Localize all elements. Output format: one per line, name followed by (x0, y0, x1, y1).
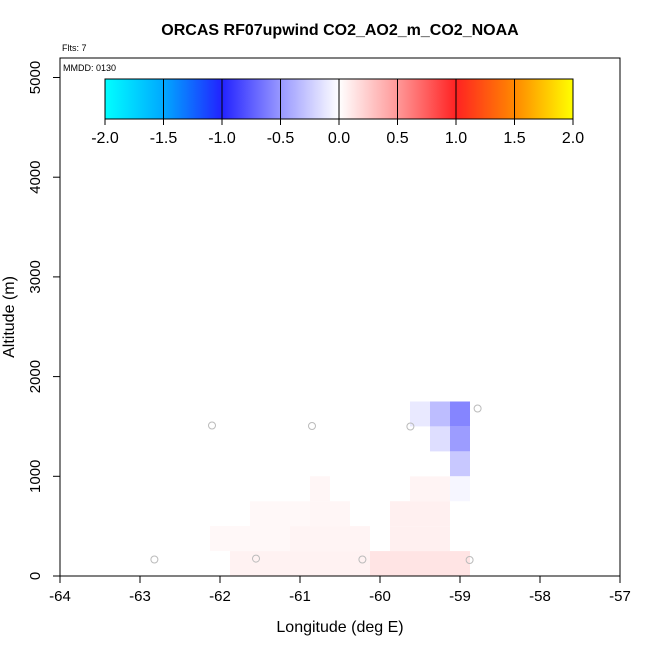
y-tick-label: 4000 (27, 161, 44, 194)
heatmap-cell (310, 476, 330, 502)
sample-point (150, 555, 159, 564)
y-axis: 0 1000 2000 3000 4000 5000 (27, 61, 60, 580)
flights-count-label: Flts: 7 (62, 43, 87, 53)
x-tick-label: -57 (609, 588, 631, 605)
heatmap-cells (210, 401, 470, 576)
heatmap-cell (330, 501, 350, 527)
sample-points (150, 404, 482, 564)
heatmap-cell (270, 551, 290, 576)
heatmap-cell (250, 551, 270, 576)
heatmap-cell (430, 401, 450, 427)
heatmap-cell (250, 526, 270, 551)
heatmap-cell (390, 501, 410, 527)
heatmap-cell (390, 526, 410, 551)
heatmap-cell (290, 551, 310, 576)
heatmap-cell (310, 526, 330, 551)
x-tick-label: -59 (449, 588, 471, 605)
colorbar-tick-label: -1.5 (150, 130, 178, 147)
plot-frame (59, 57, 621, 577)
x-tick-label: -58 (529, 588, 551, 605)
sample-point (208, 421, 216, 430)
heatmap-cell (450, 551, 470, 576)
heatmap-cell (430, 501, 450, 527)
colorbar: -2.0 -1.5 -1.0 -0.5 0.0 0.5 1.0 1.5 2.0 (91, 78, 584, 147)
colorbar-tick-label: -0.5 (267, 130, 295, 147)
heatmap-cell (410, 551, 430, 576)
colorbar-tick-label: 0.0 (328, 130, 350, 147)
heatmap-cell (450, 401, 470, 427)
heatmap-cell (450, 426, 470, 452)
heatmap-cell (410, 501, 430, 527)
x-tick-label: -60 (369, 588, 391, 605)
heatmap-cell (310, 551, 330, 576)
colorbar-dividers (163, 79, 515, 119)
colorbar-tick-label: 1.0 (445, 130, 467, 147)
heatmap-cell (310, 501, 330, 527)
x-axis-label: Longitude (deg E) (276, 619, 403, 636)
x-tick-label: -62 (209, 588, 231, 605)
chart-title: ORCAS RF07upwind CO2_AO2_m_CO2_NOAA (161, 22, 519, 39)
x-tick-label: -61 (289, 588, 311, 605)
colorbar-ticks: -2.0 -1.5 -1.0 -0.5 0.0 0.5 1.0 1.5 2.0 (91, 119, 584, 147)
colorbar-tick-label: -2.0 (91, 130, 119, 147)
colorbar-tick-label: 0.5 (386, 130, 408, 147)
heatmap-cell (270, 526, 290, 551)
heatmap-cell (370, 551, 390, 576)
heatmap-cell (230, 526, 250, 551)
heatmap-cell (430, 426, 450, 452)
y-tick-label: 1000 (27, 460, 44, 493)
x-tick-label: -63 (129, 588, 151, 605)
heatmap-cell (210, 526, 230, 551)
y-tick-label: 2000 (27, 360, 44, 393)
heatmap-cell (430, 551, 450, 576)
sample-point (465, 556, 474, 564)
heatmap-cell (330, 551, 350, 576)
sample-point (358, 555, 367, 564)
heatmap-cell (270, 501, 290, 527)
heatmap-cell (410, 401, 430, 427)
y-axis-label: Altitude (m) (1, 276, 18, 358)
heatmap-cell (350, 551, 370, 576)
x-tick-label: -64 (49, 588, 71, 605)
heatmap-cell (290, 526, 310, 551)
mmdd-label: MMDD: 0130 (63, 63, 116, 73)
colorbar-tick-label: 2.0 (562, 130, 584, 147)
sample-point (308, 422, 316, 430)
heatmap-cell (290, 501, 310, 527)
heatmap-cell (430, 526, 450, 551)
sample-point (252, 554, 260, 563)
y-tick-label: 5000 (27, 61, 44, 94)
heatmap-cell (250, 501, 270, 527)
heatmap-cell (410, 526, 430, 551)
heatmap-cell (450, 451, 470, 477)
heatmap-cell (390, 551, 410, 576)
colorbar-tick-label: -1.0 (208, 130, 236, 147)
heatmap-cell (430, 476, 450, 502)
heatmap-cell (350, 526, 370, 551)
x-axis: -64 -63 -62 -61 -60 -59 -58 -57 (49, 576, 631, 605)
heatmap-cell (330, 526, 350, 551)
heatmap-cell (410, 476, 430, 502)
y-tick-label: 0 (27, 572, 44, 580)
heatmap-cell (450, 476, 470, 502)
colorbar-tick-label: 1.5 (503, 130, 525, 147)
sample-point (473, 404, 482, 413)
heatmap-cell (230, 551, 250, 576)
y-tick-label: 3000 (27, 260, 44, 293)
sample-point (406, 422, 415, 431)
